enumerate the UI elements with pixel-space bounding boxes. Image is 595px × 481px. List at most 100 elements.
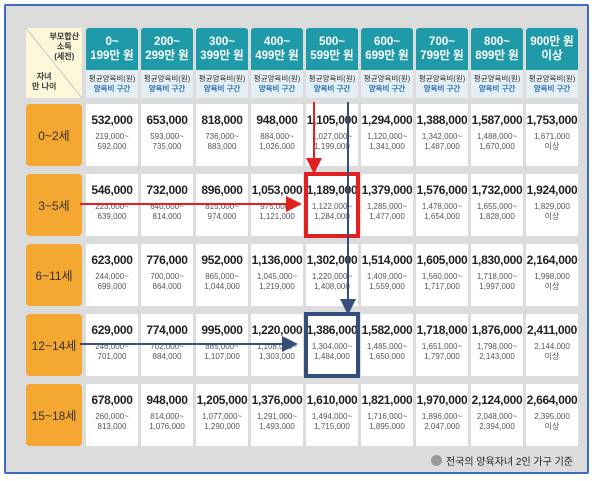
- avg-cost-label: 평균양육비(원): [253, 74, 301, 83]
- avg-cost-label: 평균양육비(원): [308, 74, 356, 83]
- avg-cost: 1,514,000: [361, 253, 413, 267]
- avg-cost: 1,379,000: [361, 183, 413, 197]
- income-header-5: 600~ 699만 원 평균양육비(원) 양육비 구간: [361, 28, 413, 98]
- range-start: 1,342,000~: [421, 132, 463, 141]
- income-bracket-line: 799만 원: [420, 50, 464, 62]
- range-start: 2,395,000: [534, 412, 570, 421]
- range-start: 700,000~: [150, 272, 184, 281]
- range-start: 702,000~: [150, 342, 184, 351]
- range-label: 양육비 구간: [533, 84, 571, 93]
- table-cell: 1,718,000 1,651,000~ 1,797,000: [416, 314, 468, 376]
- range-start: 1,045,000~: [256, 272, 298, 281]
- age-label: 12~14세: [26, 314, 82, 376]
- table-cell: 1,582,000 1,485,000~ 1,650,000: [361, 314, 413, 376]
- age-label: 0~2세: [26, 104, 82, 166]
- avg-cost-label: 평균양육비(원): [528, 74, 576, 83]
- range-start: 1,651,000~: [421, 342, 463, 351]
- avg-cost: 732,000: [146, 183, 188, 197]
- avg-cost: 1,753,000: [526, 113, 578, 127]
- avg-cost-label: 평균양육비(원): [473, 74, 521, 83]
- range-end: 1,303,000: [259, 352, 295, 361]
- avg-cost: 2,164,000: [526, 253, 578, 267]
- range-start: 736,000~: [205, 132, 239, 141]
- range-end: 1,199,000: [314, 142, 350, 151]
- range-end: 1,487,000: [424, 142, 460, 151]
- table-cell: 1,821,000 1,716,000~ 1,895,000: [361, 384, 413, 446]
- income-bracket-line: 이상: [541, 50, 563, 62]
- header-sub: 평균양육비(원) 양육비 구간: [361, 70, 413, 98]
- income-bracket-line: 0~: [105, 36, 119, 48]
- header-sub: 평균양육비(원) 양육비 구간: [141, 70, 193, 98]
- table-cell: 1,205,000 1,077,000~ 1,290,000: [196, 384, 248, 446]
- range-end: 1,107,000: [204, 352, 240, 361]
- range-start: 219,000~: [95, 132, 129, 141]
- range-start: 640,000~: [150, 202, 184, 211]
- range-end: 이상: [544, 422, 560, 431]
- header-sub: 평균양육비(원) 양육비 구간: [306, 70, 358, 98]
- income-bracket: 300~ 399만 원: [196, 28, 248, 70]
- age-axis-label: 자녀 만 나이: [32, 72, 56, 92]
- range-end: 1,797,000: [424, 352, 460, 361]
- range-start: 1,122,000~: [311, 202, 353, 211]
- range-end: 735,000: [152, 142, 182, 151]
- range-start: 1,716,000~: [366, 412, 408, 421]
- range-start: 260,000~: [95, 412, 129, 421]
- table-cell: 2,124,000 2,048,000~ 2,394,000: [471, 384, 523, 446]
- header-sub: 평균양육비(원) 양육비 구간: [86, 70, 138, 98]
- income-bracket: 600~ 699만 원: [361, 28, 413, 70]
- income-header-7: 800~ 899만 원 평균양육비(원) 양육비 구간: [471, 28, 523, 98]
- avg-cost: 1,189,000: [306, 183, 358, 197]
- table-cell: 1,514,000 1,409,000~ 1,559,000: [361, 244, 413, 306]
- range-end: 1,290,000: [204, 422, 240, 431]
- table-cell: 532,000 219,000~ 592,000: [86, 104, 138, 166]
- range-end: 1,076,000: [149, 422, 185, 431]
- footnote: 전국의 양육자녀 2인 가구 기준: [430, 453, 573, 468]
- avg-cost: 1,821,000: [361, 393, 413, 407]
- range-start: 2,048,000~: [476, 412, 518, 421]
- avg-cost: 1,582,000: [361, 323, 413, 337]
- range-start: 1,896,000~: [421, 412, 463, 421]
- avg-cost: 623,000: [91, 253, 133, 267]
- income-label-line: 부모합산: [49, 32, 79, 41]
- income-bracket-line: 500~: [319, 36, 345, 48]
- range-end: 974,000: [207, 212, 237, 221]
- income-bracket-line: 899만 원: [475, 50, 519, 62]
- range-end: 1,484,000: [314, 352, 350, 361]
- table-cell: 1,294,000 1,120,000~ 1,341,000: [361, 104, 413, 166]
- table-cell: 1,379,000 1,285,000~ 1,477,000: [361, 174, 413, 236]
- table-cell: 1,924,000 1,829,000 이상: [526, 174, 578, 236]
- income-bracket-line: 700~: [429, 36, 455, 48]
- footnote-text: 전국의 양육자녀 2인 가구 기준: [445, 457, 573, 468]
- range-label: 양육비 구간: [258, 84, 296, 93]
- table-cell: 1,386,000 1,304,000~ 1,484,000: [306, 314, 358, 376]
- table-cell: 1,732,000 1,655,000~ 1,828,000: [471, 174, 523, 236]
- range-start: 865,000~: [205, 272, 239, 281]
- range-start: 1,027,000~: [311, 132, 353, 141]
- avg-cost: 1,376,000: [251, 393, 303, 407]
- table-corner: 부모합산 소득 (세전) 자녀 만 나이: [26, 28, 82, 98]
- range-start: 1,671,000: [534, 132, 570, 141]
- arrows-overlay: [80, 102, 356, 352]
- pencil-icon: [430, 455, 442, 466]
- range-start: 1,077,000~: [201, 412, 243, 421]
- range-end: 1,477,000: [369, 212, 405, 221]
- range-label: 양육비 구간: [93, 84, 131, 93]
- table-cell: 1,610,000 1,494,000~ 1,715,000: [306, 384, 358, 446]
- range-end: 1,895,000: [369, 422, 405, 431]
- income-bracket: 500~ 599만 원: [306, 28, 358, 70]
- income-header-3: 400~ 499만 원 평균양육비(원) 양육비 구간: [251, 28, 303, 98]
- range-start: 1,718,000~: [476, 272, 518, 281]
- range-end: 884,000: [152, 352, 182, 361]
- avg-cost: 1,205,000: [196, 393, 248, 407]
- age-label: 15~18세: [26, 384, 82, 446]
- range-end: 1,121,000: [259, 212, 295, 221]
- avg-cost: 2,411,000: [526, 323, 578, 337]
- avg-cost: 1,294,000: [361, 113, 413, 127]
- table-cell: 1,970,000 1,896,000~ 2,047,000: [416, 384, 468, 446]
- range-end: 1,717,000: [424, 282, 460, 291]
- range-end: 1,026,000: [259, 142, 295, 151]
- range-start: 1,220,000~: [311, 272, 353, 281]
- income-bracket-line: 299만 원: [145, 50, 189, 62]
- table-cell: 1,876,000 1,798,000~ 2,143,000: [471, 314, 523, 376]
- avg-cost-label: 평균양육비(원): [88, 74, 136, 83]
